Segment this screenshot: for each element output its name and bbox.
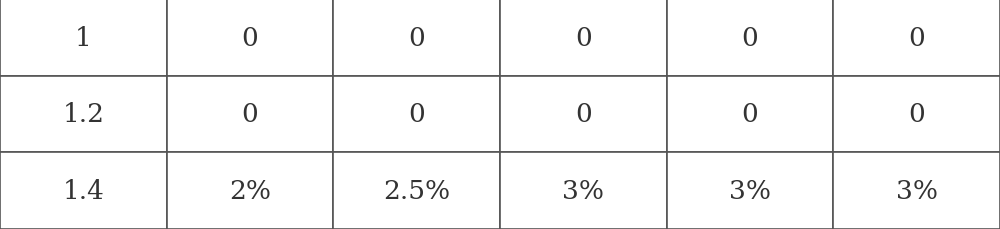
Text: 1.2: 1.2 — [62, 102, 104, 127]
Text: 0: 0 — [408, 26, 425, 51]
Bar — [667, 153, 833, 229]
Bar — [167, 0, 333, 76]
Text: 0: 0 — [242, 26, 258, 51]
Bar — [500, 153, 667, 229]
Text: 2%: 2% — [229, 178, 271, 203]
Bar — [833, 0, 1000, 76]
Text: 0: 0 — [575, 26, 592, 51]
Bar — [0, 153, 167, 229]
Bar — [500, 76, 667, 153]
Bar — [333, 0, 500, 76]
Bar — [0, 76, 167, 153]
Text: 1.4: 1.4 — [62, 178, 104, 203]
Bar — [333, 153, 500, 229]
Bar — [500, 0, 667, 76]
Text: 0: 0 — [575, 102, 592, 127]
Text: 0: 0 — [242, 102, 258, 127]
Bar — [833, 76, 1000, 153]
Bar — [667, 0, 833, 76]
Bar — [333, 76, 500, 153]
Bar — [667, 76, 833, 153]
Bar — [833, 153, 1000, 229]
Text: 0: 0 — [742, 102, 758, 127]
Text: 2.5%: 2.5% — [383, 178, 450, 203]
Bar — [167, 76, 333, 153]
Text: 1: 1 — [75, 26, 92, 51]
Text: 3%: 3% — [896, 178, 938, 203]
Text: 3%: 3% — [562, 178, 604, 203]
Bar — [167, 153, 333, 229]
Text: 0: 0 — [742, 26, 758, 51]
Text: 0: 0 — [908, 102, 925, 127]
Text: 0: 0 — [408, 102, 425, 127]
Bar — [0, 0, 167, 76]
Text: 3%: 3% — [729, 178, 771, 203]
Text: 0: 0 — [908, 26, 925, 51]
